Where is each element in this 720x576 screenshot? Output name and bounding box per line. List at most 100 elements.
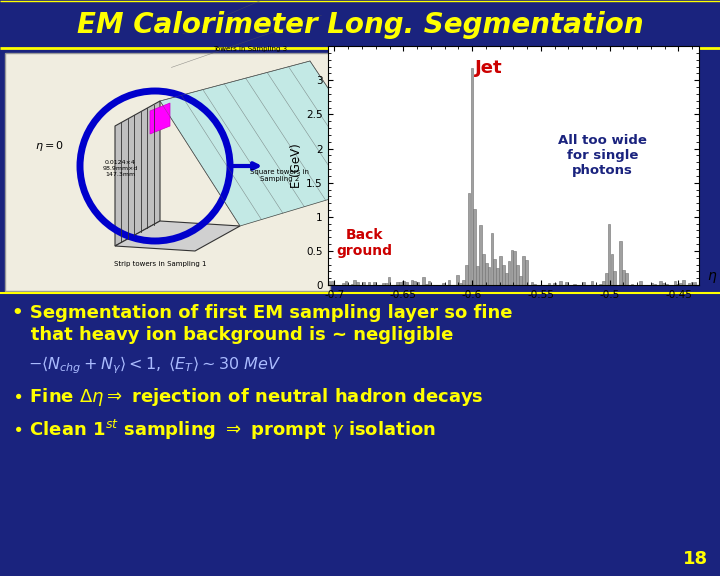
Bar <box>345 281 348 285</box>
Bar <box>602 281 605 285</box>
Bar <box>565 282 567 285</box>
Bar <box>654 284 656 285</box>
Bar <box>662 283 665 285</box>
Bar <box>531 282 534 285</box>
Bar <box>534 284 536 285</box>
Bar <box>413 281 416 285</box>
Text: Jet: Jet <box>474 59 503 77</box>
Bar <box>465 264 467 285</box>
Bar <box>482 255 485 285</box>
Bar <box>496 268 499 285</box>
Bar <box>471 68 473 285</box>
Text: 0.0124×4
98.9mm×d
147.3mm: 0.0124×4 98.9mm×d 147.3mm <box>102 160 138 177</box>
Bar <box>374 282 376 285</box>
Bar <box>474 209 476 285</box>
Bar <box>582 282 585 285</box>
Bar <box>554 283 556 285</box>
Text: $-\langle N_{chg} + N_{\gamma}\rangle < 1,\ \langle E_T\rangle \sim 30\ MeV$: $-\langle N_{chg} + N_{\gamma}\rangle < … <box>28 354 282 376</box>
Bar <box>499 256 502 285</box>
Bar <box>385 283 387 285</box>
Bar <box>368 282 370 285</box>
Bar <box>508 262 510 285</box>
Bar <box>676 283 679 285</box>
Bar <box>356 282 359 285</box>
Bar <box>493 259 496 285</box>
Bar <box>399 282 402 285</box>
Text: EM Calorimeter Long. Segmentation: EM Calorimeter Long. Segmentation <box>77 11 643 39</box>
Bar <box>688 283 690 285</box>
Bar <box>525 260 528 285</box>
Bar <box>510 249 513 285</box>
Text: Towers in Sampling 3: Towers in Sampling 3 <box>213 46 287 52</box>
Bar <box>382 283 384 285</box>
Bar <box>559 281 562 285</box>
Bar <box>462 280 464 285</box>
Bar <box>590 281 593 285</box>
Bar <box>613 271 616 285</box>
Bar <box>639 281 642 285</box>
Text: 18: 18 <box>683 550 708 568</box>
Polygon shape <box>115 101 160 246</box>
Text: • Segmentation of first EM sampling layer so fine: • Segmentation of first EM sampling laye… <box>12 304 513 322</box>
Bar <box>608 224 611 285</box>
Bar <box>410 280 413 285</box>
Bar <box>468 193 470 285</box>
Bar <box>574 283 576 285</box>
Bar <box>690 282 693 285</box>
Bar <box>480 225 482 285</box>
Bar <box>354 280 356 285</box>
Text: $\bullet$ Fine $\Delta\eta \Rightarrow$ rejection of neutral hadron decays: $\bullet$ Fine $\Delta\eta \Rightarrow$ … <box>12 386 484 408</box>
Bar <box>477 266 479 285</box>
Bar <box>605 273 608 285</box>
Bar <box>487 267 490 285</box>
Text: Back
ground: Back ground <box>337 228 392 258</box>
Text: Square towers in
Sampling 2: Square towers in Sampling 2 <box>251 169 310 182</box>
Bar <box>428 281 431 285</box>
Polygon shape <box>150 103 170 134</box>
Bar <box>611 255 613 285</box>
Bar <box>622 270 625 285</box>
Bar <box>351 284 354 285</box>
Bar <box>516 266 519 285</box>
Bar <box>665 283 667 285</box>
Bar <box>416 282 419 285</box>
Polygon shape <box>160 61 390 226</box>
Bar <box>490 233 493 285</box>
Bar <box>328 281 330 285</box>
Bar <box>485 263 487 285</box>
Polygon shape <box>115 221 240 251</box>
Bar <box>519 275 522 285</box>
Bar <box>619 241 622 285</box>
Bar <box>402 281 405 285</box>
Text: that heavy ion background is ~ negligible: that heavy ion background is ~ negligibl… <box>12 326 454 344</box>
Text: All too wide
for single
photons: All too wide for single photons <box>559 134 647 177</box>
Bar <box>342 283 345 285</box>
Bar <box>548 283 550 285</box>
Bar <box>5 53 330 291</box>
Bar <box>362 282 364 285</box>
Bar <box>388 276 390 285</box>
Text: $\eta$: $\eta$ <box>706 270 717 285</box>
Bar <box>660 281 662 285</box>
Bar <box>679 283 682 285</box>
Bar <box>396 282 399 285</box>
Bar <box>513 251 516 285</box>
Bar <box>522 256 525 285</box>
Text: Trigger
Tower: Trigger Tower <box>338 114 362 127</box>
Bar <box>442 283 445 285</box>
Bar <box>448 280 451 285</box>
Bar <box>693 282 696 285</box>
Bar <box>625 273 628 285</box>
Text: Strip towers in Sampling 1: Strip towers in Sampling 1 <box>114 261 206 267</box>
Bar <box>505 273 508 285</box>
Bar <box>456 275 459 285</box>
Text: $\eta = 0$: $\eta = 0$ <box>35 139 65 153</box>
Y-axis label: E (GeV): E (GeV) <box>290 143 303 188</box>
Bar <box>459 283 462 285</box>
Bar <box>502 266 505 285</box>
Bar <box>682 280 685 285</box>
Bar <box>422 277 425 285</box>
Bar <box>651 283 653 285</box>
Bar <box>405 282 408 285</box>
Bar <box>673 281 676 285</box>
